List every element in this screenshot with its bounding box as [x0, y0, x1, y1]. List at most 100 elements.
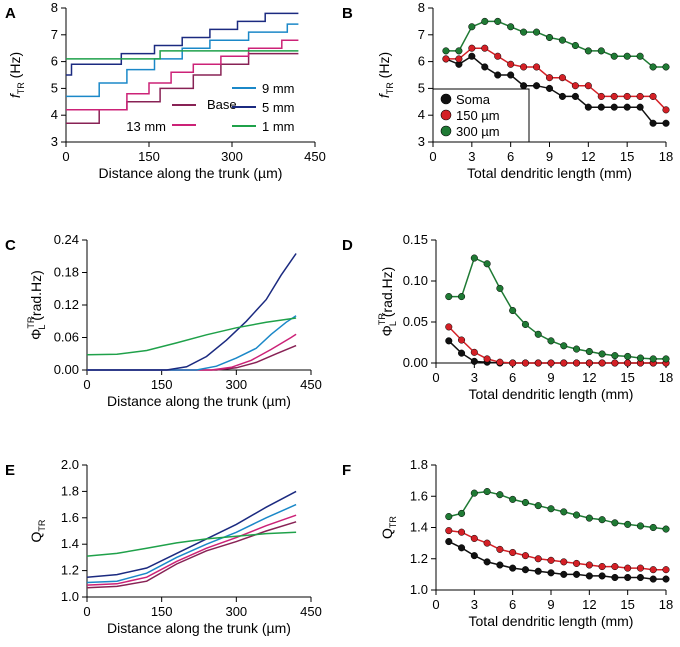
data-point [571, 41, 579, 50]
x-tick-label: 3 [471, 597, 478, 612]
y-axis-label: fTR (Hz) [376, 52, 395, 98]
data-point [545, 33, 554, 42]
data-point [547, 505, 555, 513]
x-tick-label: 150 [151, 377, 173, 392]
panel-label: B [342, 5, 353, 22]
y-tick-label: 1.6 [61, 510, 79, 525]
data-point [649, 523, 657, 532]
data-point [509, 548, 517, 557]
data-point [458, 293, 466, 301]
y-tick-label: 0.00 [403, 355, 428, 370]
series-line-9-mm [66, 23, 299, 98]
data-point [533, 28, 541, 36]
x-tick-label: 12 [582, 370, 596, 385]
x-tick-label: 3 [471, 370, 478, 385]
y-label-main: Φ [379, 325, 395, 336]
data-point [496, 561, 504, 569]
data-point [662, 575, 670, 583]
data-point [636, 573, 644, 582]
data-point [597, 92, 605, 100]
data-point [573, 511, 581, 519]
data-point [445, 293, 453, 301]
data-point [624, 352, 632, 360]
x-tick-label: 18 [659, 149, 673, 164]
y-axis-label: fTR (Hz) [7, 52, 26, 98]
x-tick-label: 0 [429, 149, 436, 164]
data-point [442, 55, 450, 63]
y-label-subscript: L [388, 321, 398, 326]
data-point [558, 74, 566, 82]
y-label-subscript: TR [37, 519, 47, 531]
x-axis-label: Distance along the trunk (µm) [107, 393, 291, 409]
data-point [662, 63, 670, 71]
x-tick-label: 18 [659, 597, 673, 612]
y-tick-label: 0.18 [54, 265, 79, 280]
y-tick-label: 1.4 [410, 520, 428, 535]
panel-label: D [342, 237, 353, 254]
y-label-main: Φ [28, 329, 44, 340]
data-point [610, 52, 618, 60]
panel-label: A [5, 5, 16, 22]
x-tick-label: 0 [432, 370, 439, 385]
data-point [458, 528, 466, 536]
data-point [496, 284, 504, 292]
x-tick-label: 150 [151, 604, 173, 619]
data-point [496, 358, 504, 366]
y-tick-label: 3 [51, 134, 58, 149]
data-point [458, 544, 466, 552]
data-point [662, 106, 670, 114]
y-tick-label: 1.8 [61, 483, 79, 498]
x-tick-label: 3 [468, 149, 475, 164]
panel-label: F [342, 462, 351, 479]
data-point [649, 566, 657, 574]
data-point [610, 92, 618, 100]
x-tick-label: 0 [432, 597, 439, 612]
y-tick-label: 1.6 [410, 488, 428, 503]
x-axis-label: Distance along the trunk (µm) [99, 165, 283, 181]
y-tick-label: 0.00 [54, 362, 79, 377]
x-tick-label: 0 [83, 377, 90, 392]
series-line-9-mm [87, 315, 297, 371]
legend-marker [440, 93, 452, 105]
data-point [534, 330, 542, 338]
legend-label: 300 µm [456, 124, 500, 139]
y-tick-label: 0.06 [54, 330, 79, 345]
y-label-subscript: TR [388, 516, 398, 528]
panel-label: C [5, 237, 16, 254]
y-tick-label: 7 [51, 27, 58, 42]
data-point [585, 561, 593, 569]
x-tick-label: 6 [507, 149, 514, 164]
data-point [468, 23, 476, 31]
data-point [521, 498, 529, 507]
series-line-300-m [448, 490, 667, 530]
data-point [445, 323, 453, 331]
data-point [598, 350, 606, 358]
data-point [468, 44, 476, 52]
data-point [547, 337, 555, 345]
y-tick-label: 1.2 [61, 563, 79, 578]
data-point [611, 359, 619, 367]
x-tick-label: 0 [62, 149, 69, 164]
data-point [623, 103, 631, 111]
data-point [571, 92, 579, 100]
x-tick-label: 6 [509, 597, 516, 612]
data-point [610, 103, 618, 111]
data-point [470, 357, 478, 365]
y-label-main: f [7, 92, 23, 98]
data-point [662, 355, 670, 363]
data-point [494, 52, 502, 60]
x-tick-label: 9 [547, 370, 554, 385]
data-point [483, 488, 491, 496]
data-point [547, 556, 555, 564]
data-point [547, 359, 555, 367]
data-point [458, 349, 466, 357]
y-tick-label: 1.2 [410, 551, 428, 566]
data-point [636, 354, 644, 362]
data-point [611, 519, 619, 527]
y-tick-label: 0.12 [54, 297, 79, 312]
series-line-300-m [448, 256, 666, 360]
data-point [483, 355, 491, 363]
series-line-13-mm [87, 333, 297, 371]
legend-marker [440, 125, 452, 137]
